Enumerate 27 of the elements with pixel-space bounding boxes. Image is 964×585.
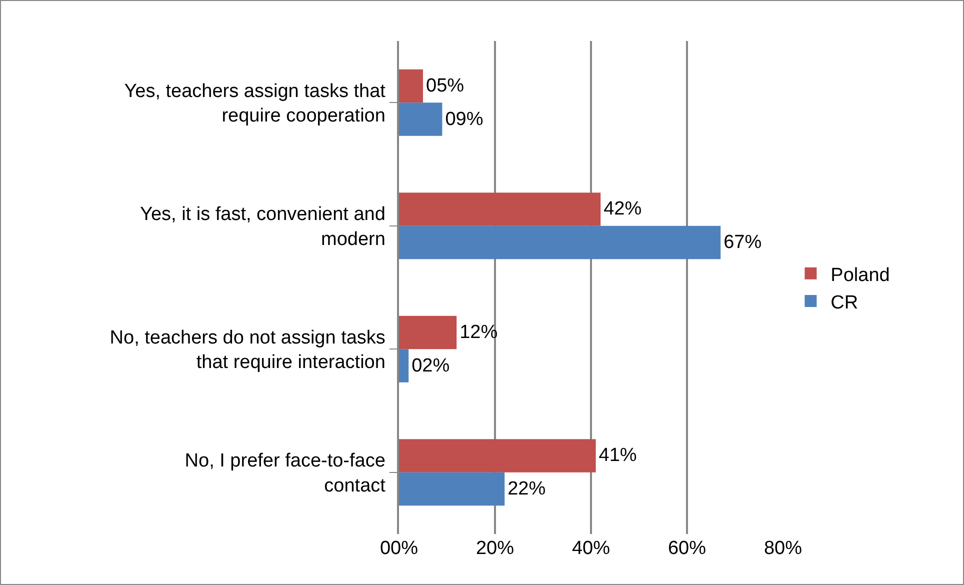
data-label: 41% (598, 445, 637, 466)
y-tick-label: No, I prefer face-to-face contact (184, 450, 386, 496)
bar (399, 192, 601, 226)
data-label: 02% (412, 355, 450, 376)
data-label: 09% (445, 108, 484, 130)
x-tick-label: 20% (476, 538, 514, 559)
data-label: 67% (724, 232, 762, 254)
data-label: 12% (460, 322, 498, 343)
bar (399, 226, 721, 260)
y-tick-label: No, teachers do not assign tasks that require interaction (110, 327, 386, 374)
bar (399, 349, 409, 382)
legend-label: Poland (830, 264, 890, 286)
x-tick-label: 60% (668, 538, 706, 559)
bar (399, 472, 505, 506)
y-tick-label: Yes, teachers assign tasks that require cooperation (124, 80, 386, 127)
data-label: 05% (426, 75, 464, 96)
y-tick-label: Yes, it is fast, convenient and modern (140, 204, 386, 250)
bar (399, 69, 423, 103)
bar (399, 102, 442, 136)
x-tick-label: 80% (764, 538, 802, 559)
data-label: 22% (508, 478, 546, 500)
x-tick-label: 40% (572, 538, 610, 559)
bar (399, 316, 457, 350)
data-label: 42% (604, 198, 642, 220)
x-tick-label: 00% (380, 538, 418, 559)
bar (399, 439, 596, 472)
legend-label: CR (830, 292, 858, 314)
